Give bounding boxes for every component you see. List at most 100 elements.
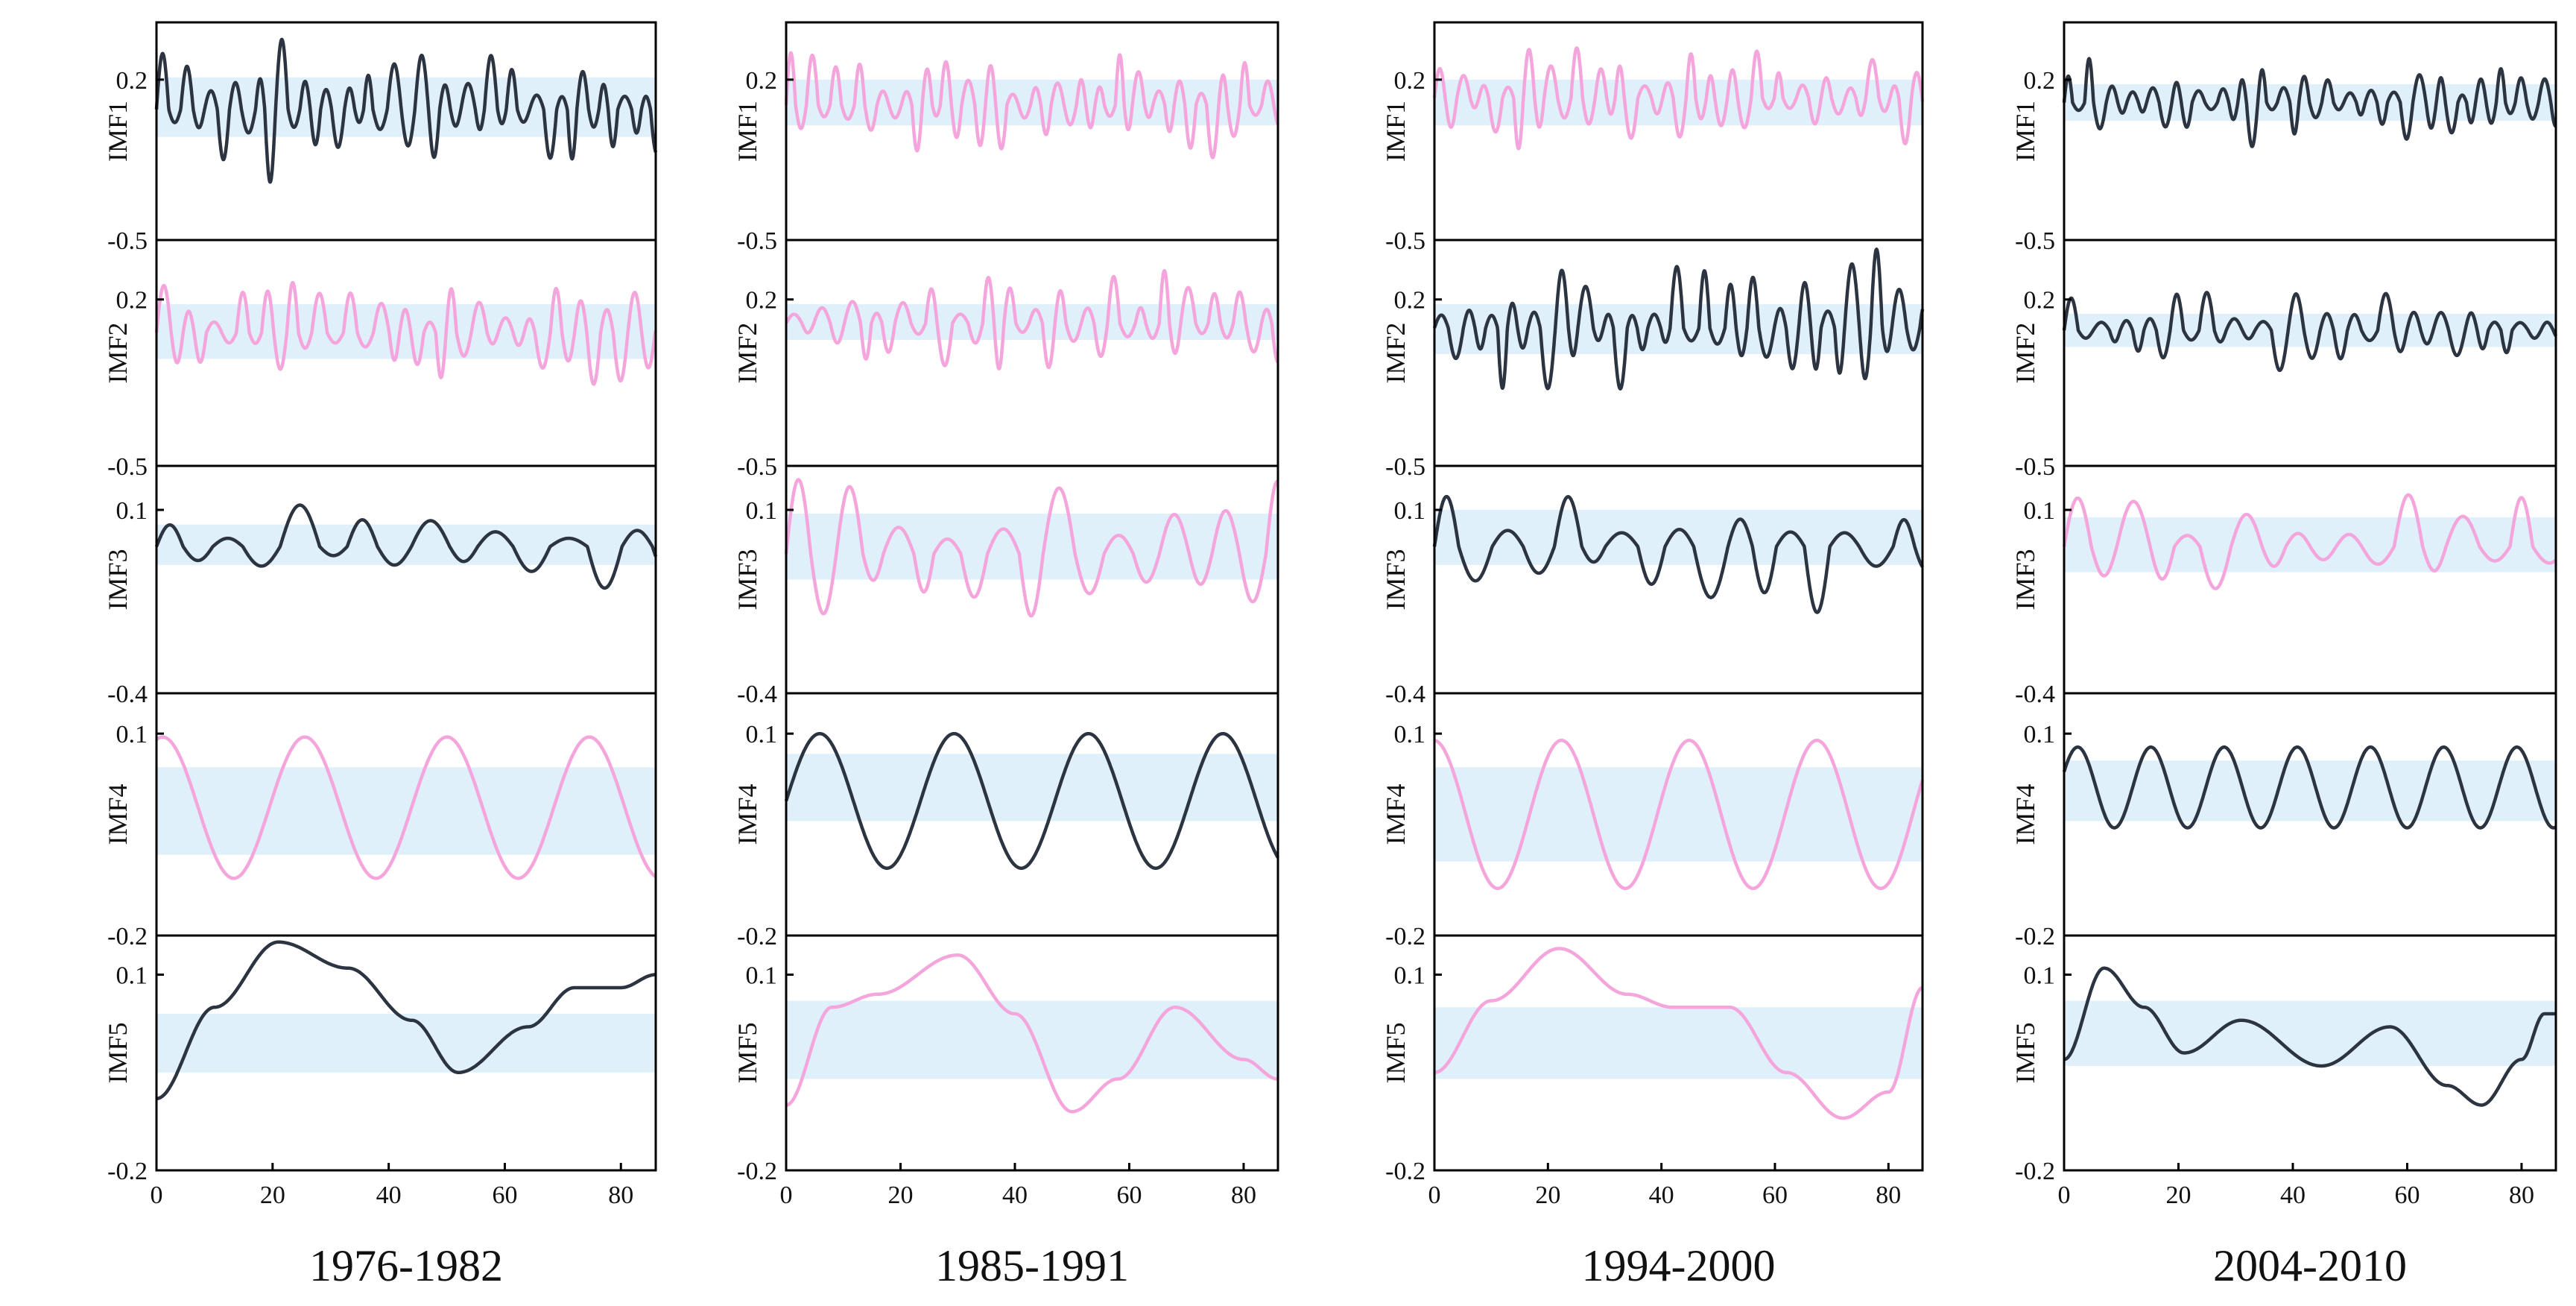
panel-label: IMF3 bbox=[2010, 549, 2040, 610]
series-line-imf2 bbox=[785, 268, 1279, 370]
x-tick-label: 40 bbox=[376, 1182, 402, 1209]
panel-frame bbox=[2063, 934, 2557, 1172]
x-tick-label: 20 bbox=[1535, 1182, 1560, 1209]
x-tick-label: 80 bbox=[2509, 1182, 2534, 1209]
x-axis: 0 20 40 60 80 bbox=[2058, 1163, 2534, 1209]
x-tick-label: 60 bbox=[1762, 1182, 1788, 1209]
y-tick-label: 0.1 bbox=[746, 721, 778, 748]
period-title: 2004-2010 bbox=[2213, 1241, 2407, 1290]
panel-imf4: 0.1 -0.2 IMF4 bbox=[732, 692, 1279, 950]
panel-label: IMF1 bbox=[1381, 101, 1411, 162]
series-line-imf3 bbox=[1432, 494, 1924, 614]
panel-label: IMF3 bbox=[1381, 549, 1411, 610]
panel-imf1: 0.2 -0.5 IMF1 bbox=[103, 21, 658, 255]
panel-label: IMF5 bbox=[103, 1022, 133, 1083]
panel-label: IMF3 bbox=[732, 549, 762, 610]
panel-label: IMF4 bbox=[103, 783, 133, 845]
y-tick-label: 0.1 bbox=[746, 962, 778, 990]
y-tick-label: 0.2 bbox=[746, 67, 778, 95]
panel-imf1: 0.2 -0.5 IMF1 bbox=[2010, 21, 2557, 255]
panel-frame bbox=[785, 934, 1279, 1172]
series-line-imf4 bbox=[784, 731, 1279, 870]
confidence-band bbox=[156, 524, 656, 565]
x-tick-label: 20 bbox=[887, 1182, 913, 1209]
panel-frame bbox=[785, 239, 1279, 467]
x-axis: 0 20 40 60 80 bbox=[1428, 1163, 1901, 1209]
y-tick-label: -0.2 bbox=[1385, 1158, 1425, 1185]
y-tick-label: -0.2 bbox=[737, 1158, 777, 1185]
y-tick-label: -0.2 bbox=[107, 923, 148, 950]
panel-frame bbox=[155, 934, 657, 1172]
x-axis: 0 20 40 60 80 bbox=[780, 1163, 1256, 1209]
panel-imf2: 0.2 -0.5 IMF2 bbox=[2010, 239, 2558, 481]
y-tick-label: 0.1 bbox=[2024, 497, 2056, 525]
panel-label: IMF2 bbox=[732, 322, 762, 383]
panel-label: IMF2 bbox=[2010, 322, 2040, 383]
panel-label: IMF3 bbox=[103, 549, 133, 610]
panel-imf2: 0.2 -0.5 IMF2 bbox=[1381, 239, 1925, 481]
y-tick-label: 0.2 bbox=[1394, 67, 1426, 95]
y-tick-label: -0.2 bbox=[1385, 923, 1425, 950]
series-line-imf1 bbox=[154, 37, 658, 184]
panel-label: IMF1 bbox=[732, 101, 762, 162]
confidence-band bbox=[156, 1014, 656, 1073]
panel-label: IMF1 bbox=[2010, 101, 2040, 162]
confidence-band bbox=[786, 1000, 1278, 1079]
y-tick-label: 0.2 bbox=[2024, 287, 2056, 315]
x-tick-label: 0 bbox=[151, 1182, 163, 1209]
period-chart-1985-1991: 0.2 -0.5 IMF1 0.2 -0.5 IMF2 0.1 -0.4 IMF3 0.1 -0.2… bbox=[732, 21, 1280, 1290]
y-tick-label: -0.4 bbox=[2015, 681, 2055, 708]
series-line-imf2 bbox=[2062, 291, 2558, 373]
y-tick-label: -0.5 bbox=[107, 227, 148, 255]
panel-imf5: 0.1 -0.2 IMF5 bbox=[732, 934, 1279, 1185]
y-tick-label: 0.1 bbox=[1394, 497, 1426, 525]
panel-frame bbox=[785, 21, 1279, 242]
y-tick-label: -0.5 bbox=[1385, 227, 1425, 255]
x-tick-label: 40 bbox=[1002, 1182, 1028, 1209]
series-line-imf2 bbox=[154, 280, 658, 386]
panel-imf4: 0.1 -0.2 IMF4 bbox=[2010, 692, 2557, 950]
y-tick-label: 0.2 bbox=[746, 287, 778, 315]
y-tick-label: 0.1 bbox=[2024, 721, 2056, 748]
panel-imf5: 0.1 -0.2 IMF5 bbox=[1381, 934, 1924, 1185]
confidence-band bbox=[786, 754, 1278, 821]
y-tick-label: -0.5 bbox=[1385, 453, 1425, 481]
series-line-imf1 bbox=[1432, 46, 1925, 151]
y-tick-label: -0.4 bbox=[737, 681, 777, 708]
y-tick-label: 0.2 bbox=[116, 67, 148, 95]
y-tick-label: 0.1 bbox=[116, 721, 148, 748]
series-line-imf5 bbox=[1434, 947, 1923, 1120]
series-line-imf5 bbox=[785, 953, 1279, 1114]
y-tick-label: 0.1 bbox=[116, 962, 148, 990]
x-tick-label: 40 bbox=[1649, 1182, 1674, 1209]
series-line-imf3 bbox=[784, 478, 1279, 618]
series-line-imf5 bbox=[2063, 966, 2557, 1107]
series-line-imf3 bbox=[154, 503, 658, 590]
panel-imf1: 0.2 -0.5 IMF1 bbox=[1381, 21, 1925, 255]
panel-imf4: 0.1 -0.2 IMF4 bbox=[103, 692, 657, 950]
panel-label: IMF5 bbox=[732, 1022, 762, 1083]
series-line-imf4 bbox=[1434, 738, 1925, 891]
y-tick-label: -0.5 bbox=[2015, 227, 2055, 255]
panel-label: IMF2 bbox=[1381, 322, 1411, 383]
series-line-imf4 bbox=[155, 735, 657, 880]
panel-frame bbox=[155, 464, 657, 695]
confidence-band bbox=[1434, 510, 1922, 565]
y-tick-label: -0.5 bbox=[737, 453, 777, 481]
panel-imf2: 0.2 -0.5 IMF2 bbox=[103, 239, 658, 481]
x-tick-label: 0 bbox=[780, 1182, 793, 1209]
period-chart-2004-2010: 0.2 -0.5 IMF1 0.2 -0.5 IMF2 0.1 -0.4 IMF3 0.1 -0.2… bbox=[2010, 21, 2558, 1290]
panel-label: IMF4 bbox=[1381, 783, 1411, 845]
y-tick-label: 0.1 bbox=[746, 497, 778, 525]
panel-imf4: 0.1 -0.2 IMF4 bbox=[1381, 692, 1925, 950]
x-tick-label: 20 bbox=[260, 1182, 285, 1209]
y-tick-label: -0.4 bbox=[1385, 681, 1425, 708]
panel-label: IMF5 bbox=[2010, 1022, 2040, 1083]
confidence-band bbox=[156, 767, 656, 855]
y-tick-label: 0.2 bbox=[2024, 67, 2056, 95]
period-title: 1976-1982 bbox=[309, 1241, 503, 1290]
y-tick-label: 0.1 bbox=[2024, 962, 2056, 990]
panel-label: IMF5 bbox=[1381, 1022, 1411, 1083]
series-line-imf5 bbox=[156, 940, 656, 1101]
